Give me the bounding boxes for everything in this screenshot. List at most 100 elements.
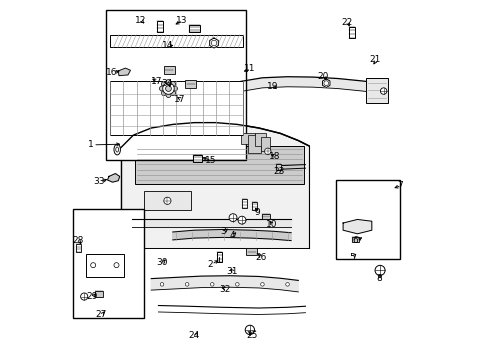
Bar (260, 137, 269, 151)
Text: 8: 8 (375, 274, 381, 283)
Text: 21: 21 (369, 55, 380, 64)
Polygon shape (118, 68, 130, 76)
Text: 1: 1 (88, 140, 94, 149)
Circle shape (211, 40, 216, 46)
Text: 4: 4 (229, 231, 234, 240)
Text: 12: 12 (135, 16, 146, 25)
Circle shape (238, 216, 245, 224)
Polygon shape (121, 123, 308, 248)
Text: 9: 9 (254, 208, 260, 217)
Text: 25: 25 (245, 332, 257, 341)
Text: 6: 6 (352, 237, 358, 246)
Polygon shape (151, 276, 298, 292)
Text: 23: 23 (272, 167, 284, 176)
Circle shape (163, 83, 174, 94)
Bar (348, 27, 354, 38)
Text: 34: 34 (162, 79, 173, 88)
Bar (275, 163, 281, 170)
Circle shape (260, 283, 264, 286)
Polygon shape (343, 220, 371, 234)
Text: 22: 22 (341, 18, 352, 27)
Circle shape (185, 283, 188, 286)
Circle shape (90, 263, 96, 268)
Polygon shape (322, 79, 329, 87)
Bar (192, 155, 201, 162)
Circle shape (114, 263, 119, 268)
Bar (73, 209, 144, 318)
Bar (247, 135, 260, 153)
Text: 31: 31 (226, 267, 237, 276)
Text: 17: 17 (174, 95, 185, 104)
Bar (255, 134, 265, 146)
Text: 14: 14 (162, 41, 173, 50)
Circle shape (380, 88, 386, 94)
Bar (110, 35, 242, 47)
Text: 2: 2 (207, 260, 213, 269)
Bar (185, 80, 196, 88)
Circle shape (264, 148, 270, 154)
Bar (163, 66, 174, 74)
Circle shape (228, 214, 237, 222)
Text: 11: 11 (244, 64, 255, 73)
Circle shape (244, 325, 254, 334)
Bar (241, 199, 247, 208)
Circle shape (210, 283, 214, 286)
Text: 3: 3 (220, 228, 225, 237)
Circle shape (161, 81, 166, 86)
Circle shape (165, 93, 171, 98)
Text: 27: 27 (95, 310, 106, 319)
Text: 28: 28 (72, 237, 83, 246)
Text: 33: 33 (93, 177, 105, 186)
Circle shape (170, 81, 175, 86)
Bar (335, 180, 400, 259)
Bar (251, 202, 257, 210)
Text: 20: 20 (317, 72, 328, 81)
Ellipse shape (116, 147, 119, 152)
Text: 17: 17 (151, 77, 162, 86)
Circle shape (323, 81, 328, 86)
Bar (95, 291, 103, 297)
Circle shape (170, 91, 175, 96)
Text: 26: 26 (254, 253, 266, 262)
Polygon shape (172, 229, 290, 240)
Bar (241, 134, 255, 144)
Text: 10: 10 (265, 220, 277, 229)
Circle shape (165, 80, 171, 85)
Bar (157, 21, 163, 32)
Bar (216, 252, 222, 262)
Text: 18: 18 (269, 152, 280, 161)
Text: 24: 24 (188, 332, 200, 341)
Bar (366, 78, 387, 103)
Bar (144, 191, 190, 211)
Text: 7: 7 (397, 181, 403, 190)
Circle shape (165, 86, 171, 91)
Bar (135, 146, 303, 184)
Circle shape (235, 283, 239, 286)
Text: 5: 5 (348, 253, 354, 262)
Circle shape (81, 293, 88, 300)
Ellipse shape (114, 144, 120, 155)
Circle shape (160, 283, 163, 286)
Bar (106, 10, 246, 160)
Polygon shape (209, 38, 218, 48)
Text: 30: 30 (156, 258, 167, 267)
Polygon shape (241, 77, 386, 94)
Bar (352, 237, 358, 242)
Bar (246, 248, 257, 255)
Polygon shape (107, 174, 120, 182)
Circle shape (159, 86, 164, 91)
Bar (76, 244, 81, 252)
Circle shape (172, 86, 177, 91)
Circle shape (285, 283, 289, 286)
Text: 13: 13 (176, 16, 187, 25)
Text: 15: 15 (204, 156, 216, 165)
Text: 16: 16 (106, 68, 117, 77)
Circle shape (374, 265, 384, 275)
Circle shape (163, 197, 171, 204)
Bar (262, 214, 269, 219)
Bar (110, 81, 242, 135)
Text: 29: 29 (86, 292, 98, 301)
Bar (188, 25, 200, 32)
Circle shape (161, 91, 166, 96)
Bar (86, 253, 123, 277)
